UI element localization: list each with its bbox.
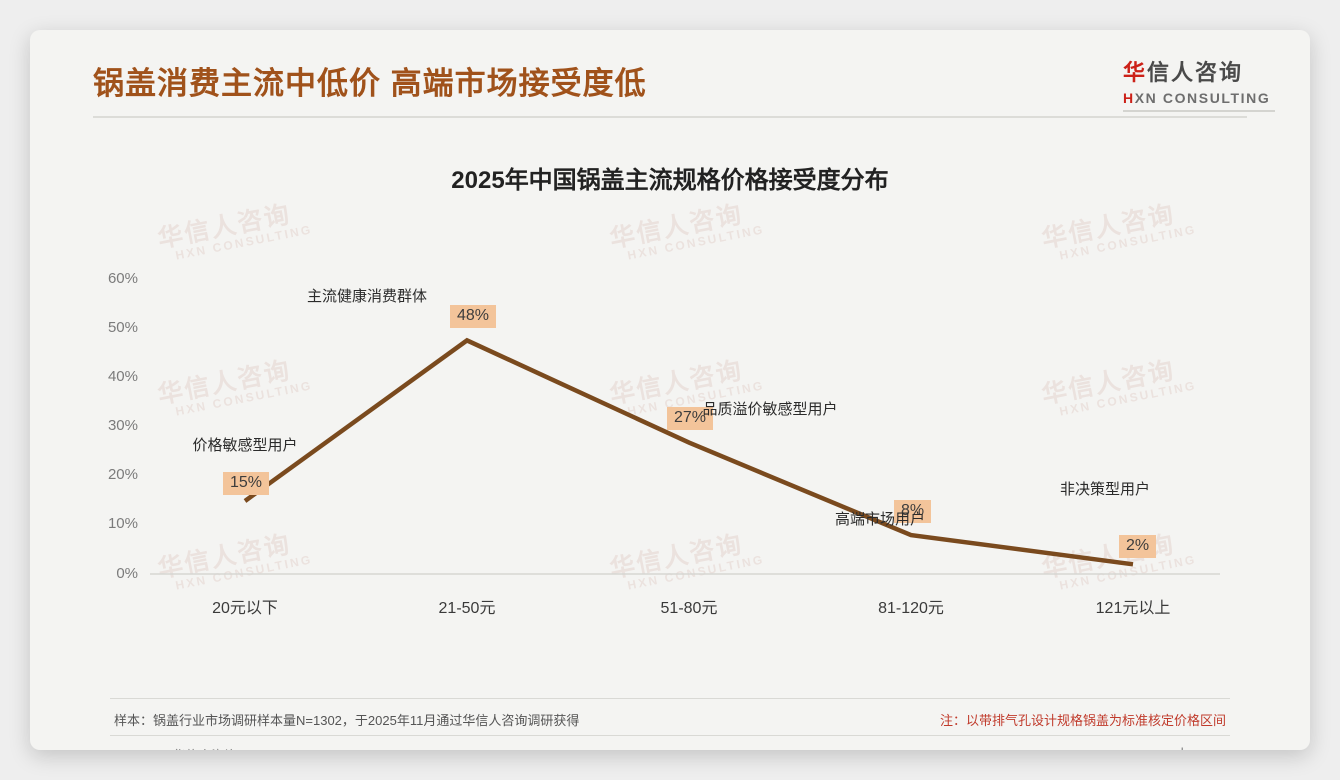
- logo-en-rest: XN CONSULTING: [1134, 90, 1271, 106]
- chart-svg: [150, 337, 1220, 575]
- website-text: www.hxrcon.com: [1150, 745, 1248, 750]
- page-title: 锅盖消费主流中低价 高端市场接受度低: [93, 66, 647, 101]
- slide-canvas: 华信人咨询 HXN CONSULTING 华信人咨询 HXN CONSULTIN…: [30, 30, 1310, 750]
- chart-title: 2025年中国锅盖主流规格价格接受度分布: [451, 167, 889, 194]
- point-annotation: 价格敏感型用户: [192, 437, 298, 454]
- x-tick-label: 21-50元: [438, 600, 496, 617]
- header-divider: [93, 116, 1247, 118]
- logo-en-highlight: H: [1123, 90, 1135, 106]
- y-tick-label: 40%: [107, 368, 138, 385]
- sample-note: 样本：锅盖行业市场调研样本量N=1302，于2025年11月通过华信人咨询调研获…: [114, 713, 580, 728]
- y-tick-label: 20%: [107, 466, 138, 483]
- company-logo: 华信人咨询 HXN CONSULTING: [1123, 55, 1275, 112]
- point-annotation: 主流健康消费群体: [306, 288, 427, 305]
- slide-header: 锅盖消费主流中低价 高端市场接受度低 华信人咨询 HXN CONSULTING: [30, 30, 1310, 122]
- footnote-divider-bottom: [110, 735, 1230, 736]
- point-annotation: 品质溢价敏感型用户: [702, 401, 838, 418]
- chart-plot-area: 60% 50% 40% 30% 20% 10% 0% 20元以下 21-50元 …: [30, 30, 1310, 750]
- y-tick-label: 50%: [107, 319, 138, 336]
- footnote-divider-top: [110, 698, 1230, 699]
- x-tick-label: 51-80元: [660, 600, 718, 617]
- data-value-label: 2%: [1119, 535, 1157, 559]
- data-value-label: 48%: [450, 305, 497, 329]
- copyright-text: ©2026.1 HXR华信人咨询: [92, 745, 237, 750]
- logo-chinese-name: 华信人咨询: [1123, 55, 1275, 87]
- y-tick-label: 60%: [107, 270, 138, 287]
- x-tick-label: 20元以下: [212, 600, 278, 617]
- data-value-label: 27%: [667, 407, 714, 431]
- point-annotation: 非决策型用户: [1059, 481, 1150, 498]
- y-tick-label: 10%: [107, 515, 138, 532]
- y-tick-label: 30%: [107, 417, 138, 434]
- logo-cn-rest: 信人咨询: [1147, 60, 1244, 85]
- data-value-label: 15%: [223, 472, 270, 496]
- point-annotation: 高端市场用户: [834, 511, 925, 528]
- x-tick-label: 81-120元: [878, 600, 944, 617]
- y-tick-label: 0%: [116, 565, 138, 582]
- logo-english-name: HXN CONSULTING: [1123, 90, 1275, 106]
- logo-underline: [1123, 110, 1275, 112]
- logo-cn-highlight: 华: [1123, 60, 1148, 85]
- data-value-label: 8%: [894, 500, 932, 524]
- data-series-line: [243, 337, 1134, 567]
- remark-note: 注：以带排气孔设计规格锅盖为标准核定价格区间: [939, 713, 1226, 728]
- x-tick-label: 121元以上: [1095, 600, 1171, 617]
